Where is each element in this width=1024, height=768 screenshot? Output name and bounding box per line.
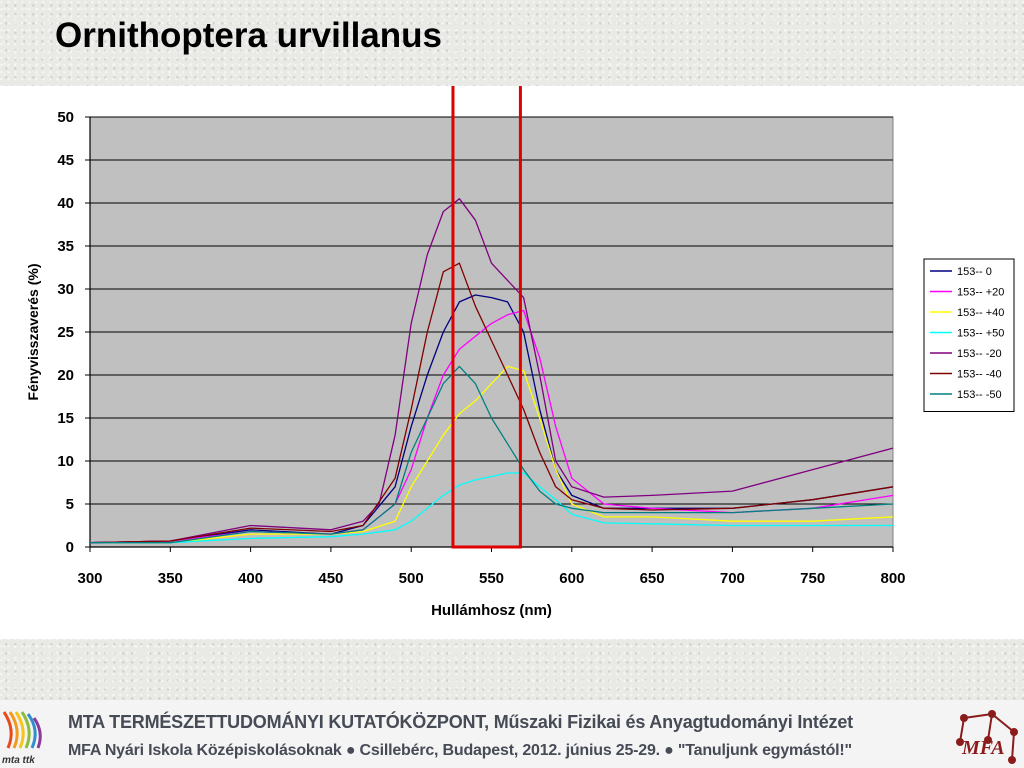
x-tick-label: 700: [720, 570, 745, 587]
y-tick-label: 40: [57, 195, 74, 212]
footer-bar: MTA TERMÉSZETTUDOMÁNYI KUTATÓKÖZPONT, Mű…: [0, 700, 1024, 768]
y-tick-label: 25: [57, 324, 74, 341]
x-tick-label: 650: [640, 570, 665, 587]
x-tick-label: 300: [77, 570, 102, 587]
legend-label-2: 153-- +20: [957, 287, 1004, 299]
x-tick-label: 750: [800, 570, 825, 587]
x-axis-title: Hullámhosz (nm): [431, 602, 552, 619]
series-line-6: [89, 262, 894, 544]
mta-ttk-logo-text: mta ttk: [2, 755, 35, 766]
legend-label-7: 153-- -50: [957, 389, 1002, 401]
legend-label-1: 153-- 0: [957, 266, 992, 278]
legend-label-3: 153-- +40: [957, 307, 1004, 319]
y-tick-label: 45: [57, 152, 74, 169]
x-tick-label: 600: [559, 570, 584, 587]
y-tick-label: 10: [57, 453, 74, 470]
x-tick-label: 550: [479, 570, 504, 587]
highlight-box: [451, 86, 522, 549]
legend-label-4: 153-- +50: [957, 328, 1004, 340]
mfa-logo: MFA: [956, 710, 1018, 764]
y-tick-label: 20: [57, 367, 74, 384]
y-tick-label: 15: [57, 410, 74, 427]
y-tick-label: 30: [57, 281, 74, 298]
y-tick-label: 50: [57, 109, 74, 126]
mta-ttk-logo: mta ttk: [2, 711, 42, 766]
x-tick-label: 450: [318, 570, 343, 587]
series-line-7: [90, 365, 894, 544]
y-axis-title: Fényvisszaverés (%): [25, 264, 41, 401]
y-tick-label: 35: [57, 238, 74, 255]
x-tick-label: 350: [158, 570, 183, 587]
x-tick-label: 400: [238, 570, 263, 587]
chart-panel: 0 5 10 15 20 25 30 35 40 45 50 300 350 400 450 500 550 60…: [0, 86, 1024, 639]
footer-event-text: MFA Nyári Iskola Középiskolásoknak ● Csi…: [68, 742, 852, 759]
y-tick-label: 0: [66, 539, 74, 556]
reflectance-line-chart: 0 5 10 15 20 25 30 35 40 45 50 300 350 400 450 500 550 60…: [25, 86, 1015, 619]
mfa-logo-text: MFA: [961, 737, 1005, 759]
series-line-1: [89, 294, 894, 544]
slide-title: Ornithoptera urvillanus: [55, 16, 442, 55]
x-tick-label: 800: [880, 570, 905, 587]
legend-box: [923, 258, 1015, 412]
legend-label-6: 153-- -40: [957, 369, 1002, 381]
series-line-5: [89, 198, 894, 544]
series-line-3: [90, 365, 894, 544]
legend-label-5: 153-- -20: [957, 348, 1002, 360]
series-line-4: [90, 472, 893, 544]
footer-institute-text: MTA TERMÉSZETTUDOMÁNYI KUTATÓKÖZPONT, Mű…: [68, 712, 853, 732]
x-tick-label: 500: [399, 570, 424, 587]
y-tick-label: 5: [66, 496, 74, 513]
